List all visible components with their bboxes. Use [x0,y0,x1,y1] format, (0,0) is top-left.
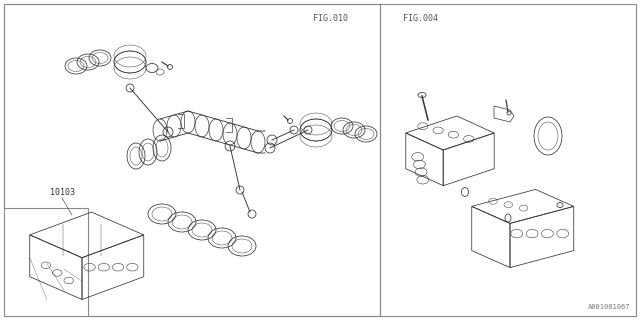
Text: 10103: 10103 [49,188,74,196]
Text: FIG.010: FIG.010 [312,13,348,22]
Text: FIG.004: FIG.004 [403,13,438,22]
Text: A001001067: A001001067 [588,304,630,310]
